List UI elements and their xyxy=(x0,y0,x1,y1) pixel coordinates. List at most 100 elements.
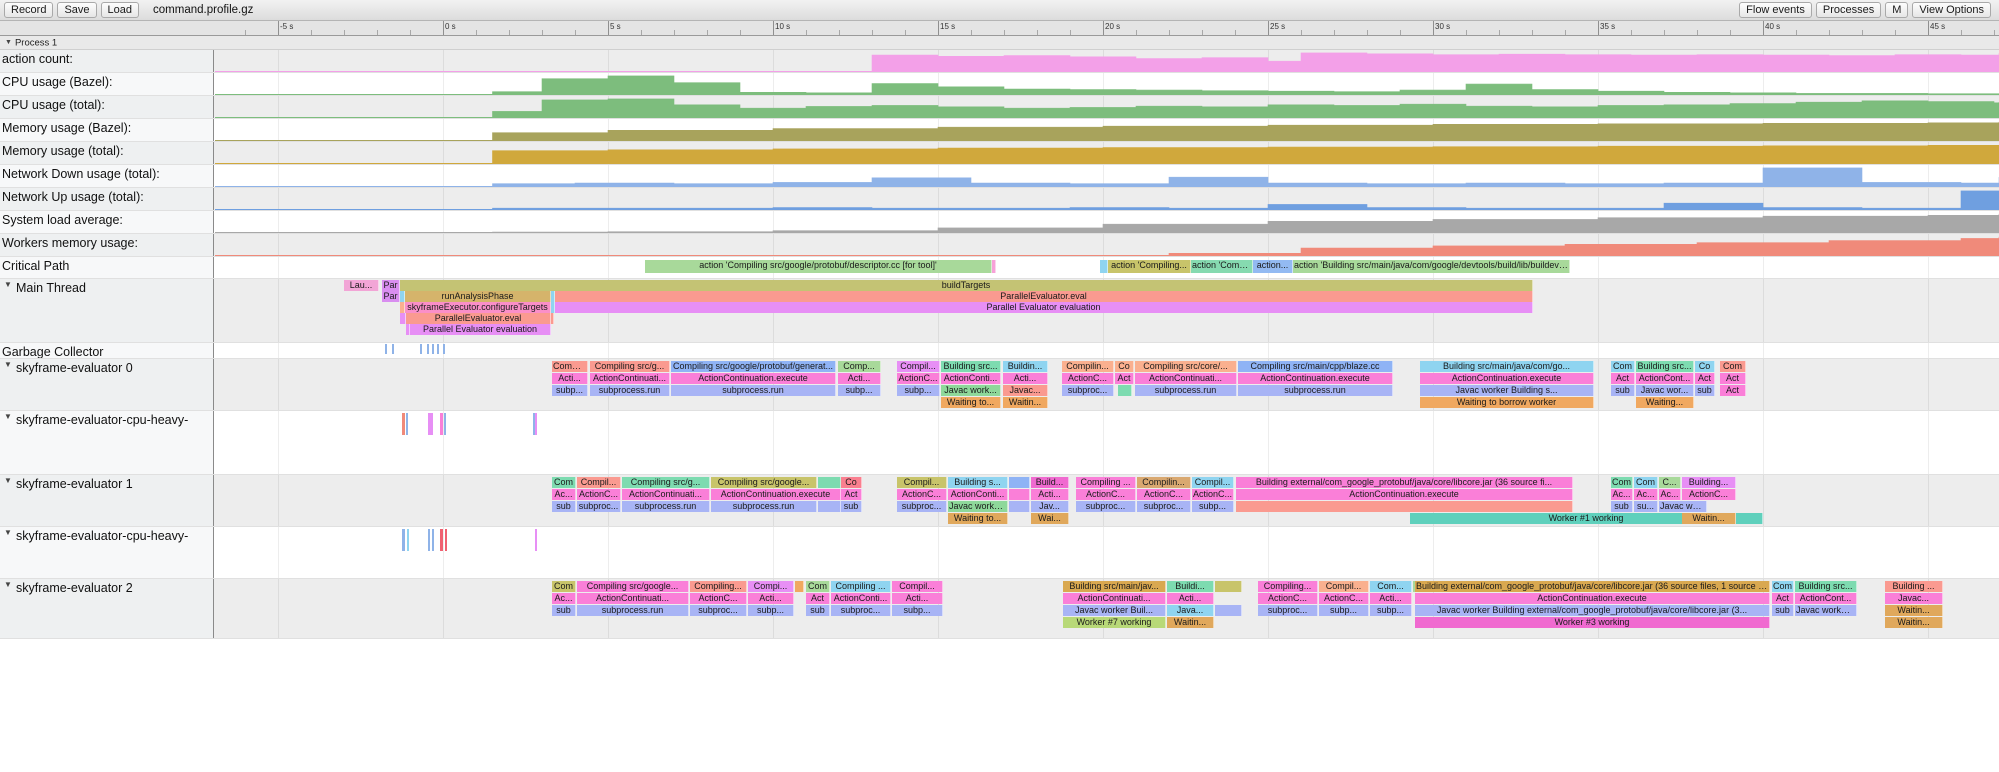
instant-event-marker[interactable] xyxy=(385,344,387,354)
flow-events-button[interactable]: Flow events xyxy=(1739,2,1812,18)
trace-slice[interactable]: Act xyxy=(1772,593,1794,604)
trace-slice[interactable]: Ac... xyxy=(1634,489,1658,500)
trace-slice[interactable]: subprocess.run xyxy=(622,501,710,512)
trace-slice[interactable]: Ac... xyxy=(552,593,576,604)
trace-slice[interactable]: Acti... xyxy=(1167,593,1214,604)
trace-slice[interactable] xyxy=(406,324,410,335)
trace-slice[interactable]: sub xyxy=(1611,501,1633,512)
track-canvas[interactable] xyxy=(215,527,1999,578)
timeline-ruler[interactable]: -5 s 0 s 5 s 10 s 15 s 20 s 25 s 30 s 35 s 40 s 45… xyxy=(0,21,1999,36)
trace-slice[interactable]: Parallel Evaluator evaluation xyxy=(555,302,1533,313)
trace-slice[interactable]: subp... xyxy=(552,385,588,396)
trace-slice[interactable]: Compil... xyxy=(892,581,943,592)
trace-slice[interactable]: ActionContinuation.execute xyxy=(1415,593,1770,604)
trace-slice[interactable]: Com xyxy=(1720,361,1746,372)
trace-slice[interactable]: sub xyxy=(1772,605,1794,616)
trace-slice[interactable]: Compiling... xyxy=(690,581,747,592)
track-canvas[interactable] xyxy=(215,343,1999,358)
track-canvas[interactable]: action 'Compiling src/google/protobuf/de… xyxy=(215,257,1999,278)
trace-slice[interactable]: Lau... xyxy=(344,280,379,291)
track-canvas[interactable]: Compil... Compiling src/g... Compiling src… xyxy=(215,359,1999,410)
trace-slice[interactable]: Javac worker Building s... xyxy=(1420,385,1594,396)
instant-event-marker[interactable] xyxy=(392,344,394,354)
trace-slice[interactable]: Javac... xyxy=(1885,593,1943,604)
metrics-button[interactable]: M xyxy=(1885,2,1909,18)
process-group-header[interactable]: ▼ Process 1 xyxy=(0,36,1999,50)
trace-slice[interactable]: ActionC... xyxy=(1192,489,1234,500)
trace-slice[interactable]: Com xyxy=(1772,581,1794,592)
trace-slice[interactable]: Building external/com_google_protobuf/ja… xyxy=(1415,581,1770,592)
trace-slice[interactable]: Compilin... xyxy=(1062,361,1114,372)
trace-slice[interactable]: Waitin... xyxy=(1885,617,1943,628)
trace-slice[interactable]: Compiling src/g... xyxy=(622,477,710,488)
trace-slice[interactable]: su... xyxy=(1634,501,1658,512)
trace-slice[interactable]: subp... xyxy=(1192,501,1234,512)
trace-slice[interactable]: ActionC... xyxy=(897,373,940,384)
track-canvas[interactable] xyxy=(215,188,1999,210)
track-canvas[interactable] xyxy=(215,73,1999,95)
track-label[interactable]: ▼ skyframe-evaluator-cpu-heavy- xyxy=(0,527,214,578)
instant-event-marker[interactable] xyxy=(406,413,408,435)
trace-slice[interactable]: Compiling src/google... xyxy=(711,477,817,488)
track-canvas[interactable] xyxy=(215,96,1999,118)
track-canvas[interactable]: Com Compil... Compiling src/g... Compiling … xyxy=(215,475,1999,526)
trace-slice[interactable]: Par xyxy=(382,291,400,302)
trace-slice[interactable]: Acti... xyxy=(748,593,794,604)
trace-slice[interactable]: Javac wor... xyxy=(1636,385,1694,396)
trace-slice[interactable]: subprocess.run xyxy=(577,605,689,616)
trace-slice[interactable] xyxy=(818,477,841,488)
track-canvas[interactable] xyxy=(215,119,1999,141)
instant-event-marker[interactable] xyxy=(402,529,405,551)
trace-slice[interactable] xyxy=(551,291,555,302)
trace-slice[interactable]: Java... xyxy=(1167,605,1214,616)
track-canvas[interactable] xyxy=(215,142,1999,164)
trace-slice[interactable]: skyframeExecutor.configureTargets xyxy=(405,302,551,313)
trace-slice[interactable]: sub xyxy=(806,605,830,616)
instant-event-marker[interactable] xyxy=(444,413,446,435)
trace-slice[interactable]: Compiling src/core/... xyxy=(1135,361,1237,372)
trace-slice[interactable] xyxy=(1236,501,1573,512)
trace-slice[interactable]: ActionContinuati... xyxy=(577,593,689,604)
trace-slice[interactable]: sub xyxy=(552,605,576,616)
trace-slice[interactable]: Act xyxy=(1720,373,1746,384)
trace-slice[interactable]: Compiling... xyxy=(1258,581,1318,592)
trace-slice[interactable]: Build... xyxy=(1031,477,1069,488)
chevron-down-icon[interactable]: ▼ xyxy=(4,476,12,485)
trace-slice[interactable]: Acti... xyxy=(1370,593,1412,604)
trace-slice[interactable]: C... xyxy=(1659,477,1681,488)
trace-slice[interactable]: ActionC... xyxy=(690,593,747,604)
trace-slice[interactable]: Waitin... xyxy=(1003,397,1048,408)
trace-slice[interactable]: Compiling ... xyxy=(1076,477,1136,488)
trace-slice[interactable]: Jav... xyxy=(1031,501,1069,512)
trace-slice[interactable] xyxy=(1215,605,1242,616)
trace-slice[interactable]: Acti... xyxy=(552,373,588,384)
trace-slice[interactable] xyxy=(400,313,406,324)
instant-event-marker[interactable] xyxy=(535,529,537,551)
trace-slice[interactable]: Compil... xyxy=(897,361,940,372)
instant-event-marker[interactable] xyxy=(407,529,409,551)
trace-slice[interactable]: ActionContinuati... xyxy=(622,489,710,500)
trace-slice[interactable]: Javac worker... xyxy=(948,501,1008,512)
trace-slice[interactable]: ActionContinuati... xyxy=(590,373,670,384)
track-canvas[interactable] xyxy=(215,211,1999,233)
trace-slice[interactable]: Act xyxy=(806,593,830,604)
trace-slice[interactable]: subproc... xyxy=(1137,501,1191,512)
trace-slice[interactable]: Ac... xyxy=(1611,489,1633,500)
trace-slice[interactable]: ActionCont... xyxy=(1795,593,1857,604)
instant-event-marker[interactable] xyxy=(440,413,443,435)
trace-slice[interactable] xyxy=(1009,501,1030,512)
trace-slice[interactable]: Act xyxy=(1611,373,1635,384)
trace-slice[interactable]: ActionC... xyxy=(1076,489,1136,500)
trace-slice[interactable]: sub xyxy=(552,501,576,512)
trace-slice[interactable]: Comp... xyxy=(838,361,881,372)
trace-slice[interactable]: subp... xyxy=(748,605,794,616)
trace-slice[interactable]: Building... xyxy=(1682,477,1736,488)
trace-slice[interactable]: subp... xyxy=(892,605,943,616)
trace-slice[interactable]: subproc... xyxy=(577,501,621,512)
chevron-down-icon[interactable]: ▼ xyxy=(4,528,12,537)
trace-slice[interactable]: Compilin... xyxy=(1137,477,1191,488)
trace-slice[interactable]: ActionContinuati... xyxy=(1135,373,1237,384)
trace-slice[interactable]: ActionContinuation.execute xyxy=(1238,373,1393,384)
track-label[interactable]: ▼ Main Thread xyxy=(0,279,214,342)
trace-slice[interactable]: Co xyxy=(1695,361,1715,372)
